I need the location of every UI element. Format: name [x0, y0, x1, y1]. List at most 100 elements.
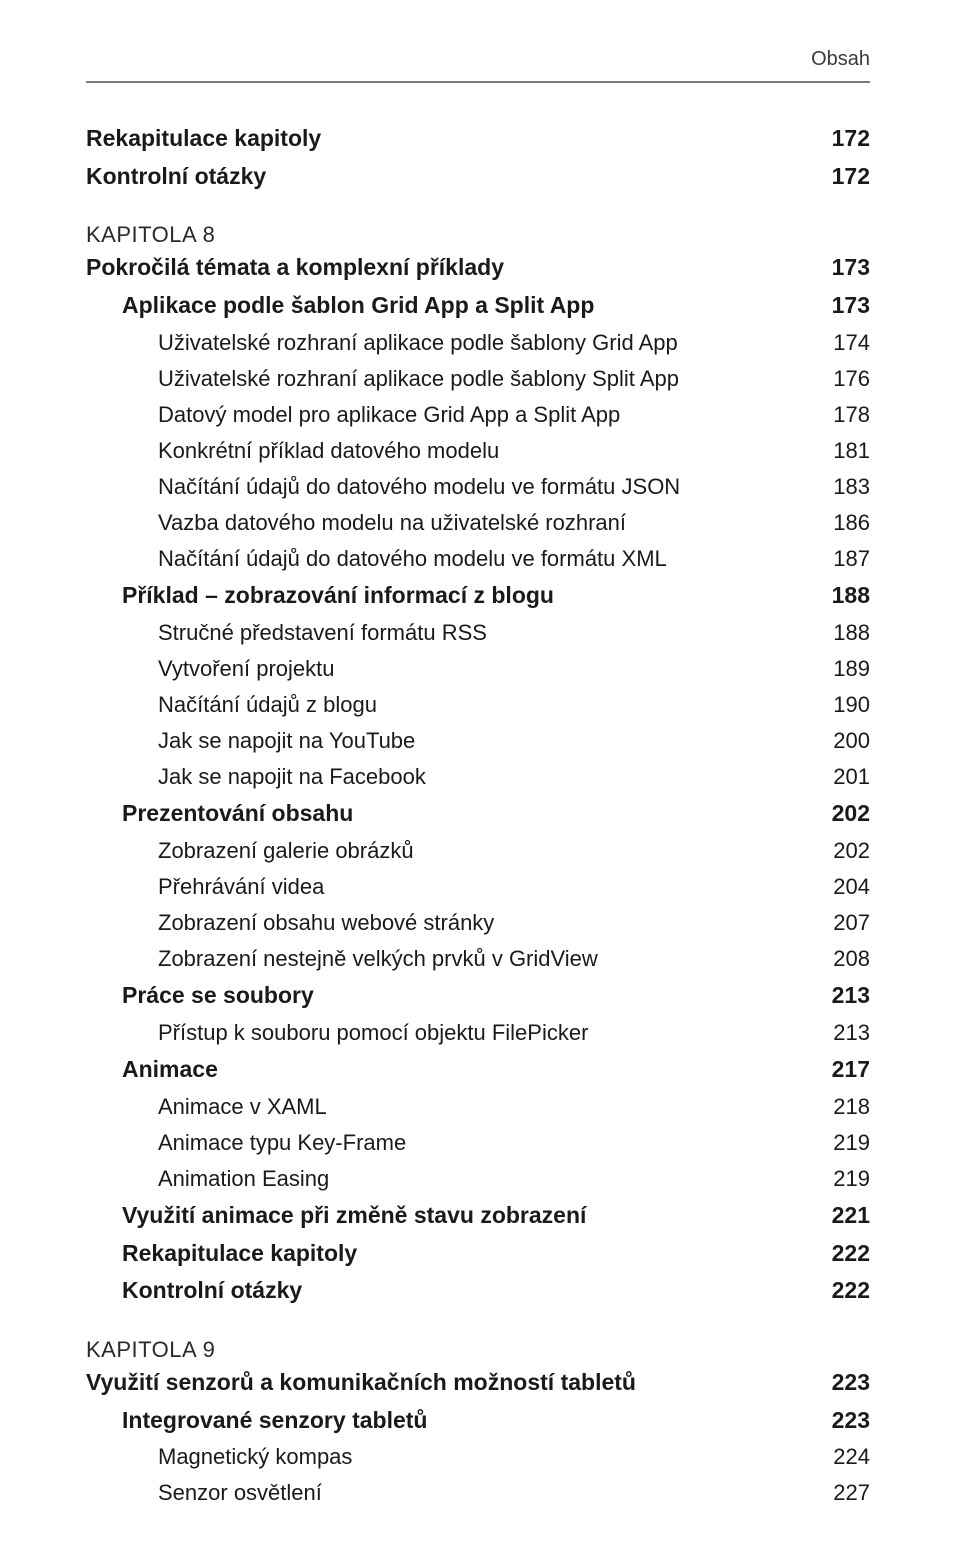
chapter-label: KAPITOLA 9	[86, 1337, 870, 1363]
toc-row: Aplikace podle šablon Grid App a Split A…	[86, 288, 870, 324]
toc-entry-label: Magnetický kompas	[158, 1440, 813, 1474]
toc-row: Senzor osvětlení227	[86, 1476, 870, 1510]
toc-row: Rekapitulace kapitoly172	[86, 121, 870, 157]
toc-entry-label: Stručné představení formátu RSS	[158, 616, 813, 650]
toc-entry-page: 221	[812, 1198, 870, 1234]
toc-row: Přehrávání videa204	[86, 870, 870, 904]
toc-entry-page: 187	[813, 542, 870, 576]
toc-entry-label: Senzor osvětlení	[158, 1476, 813, 1510]
toc-entry-page: 190	[813, 688, 870, 722]
toc-row: Uživatelské rozhraní aplikace podle šabl…	[86, 362, 870, 396]
toc-row: Vazba datového modelu na uživatelské roz…	[86, 506, 870, 540]
toc-row: Vytvoření projektu189	[86, 652, 870, 686]
toc-entry-page: 183	[813, 470, 870, 504]
toc-row: Využití animace při změně stavu zobrazen…	[86, 1198, 870, 1234]
toc-entry-page: 218	[813, 1090, 870, 1124]
toc-row: Stručné představení formátu RSS188	[86, 616, 870, 650]
header-title: Obsah	[811, 48, 870, 70]
toc-entry-page: 208	[813, 942, 870, 976]
toc-entry-label: Datový model pro aplikace Grid App a Spl…	[158, 398, 813, 432]
toc-entry-page: 204	[813, 870, 870, 904]
toc-row: Animation Easing219	[86, 1162, 870, 1196]
toc-row: Konkrétní příklad datového modelu181	[86, 434, 870, 468]
toc-entry-label: Konkrétní příklad datového modelu	[158, 434, 813, 468]
toc-entry-label: Práce se soubory	[122, 978, 812, 1014]
toc-row: Načítání údajů z blogu190	[86, 688, 870, 722]
toc-entry-page: 219	[813, 1162, 870, 1196]
toc-entry-page: 213	[812, 978, 870, 1014]
toc-entry-label: Jak se napojit na YouTube	[158, 724, 813, 758]
toc-entry-page: 223	[812, 1365, 870, 1401]
toc-entry-label: Načítání údajů do datového modelu ve for…	[158, 542, 813, 576]
toc-entry-page: 222	[812, 1273, 870, 1309]
toc-entry-label: Načítání údajů do datového modelu ve for…	[158, 470, 813, 504]
toc-entry-label: Kontrolní otázky	[122, 1273, 812, 1309]
toc-entry-page: 189	[813, 652, 870, 686]
toc-entry-page: 173	[812, 250, 870, 286]
toc-entry-page: 172	[812, 121, 870, 157]
toc-entry-label: Zobrazení obsahu webové stránky	[158, 906, 813, 940]
toc-row: Integrované senzory tabletů223	[86, 1403, 870, 1439]
toc-entry-label: Přehrávání videa	[158, 870, 813, 904]
toc-row: Přístup k souboru pomocí objektu FilePic…	[86, 1016, 870, 1050]
toc-entry-page: 222	[812, 1236, 870, 1272]
toc-entry-label: Zobrazení galerie obrázků	[158, 834, 813, 868]
toc-entry-label: Pokročilá témata a komplexní příklady	[86, 250, 812, 286]
page-header: Obsah	[86, 48, 870, 71]
toc-entry-label: Jak se napojit na Facebook	[158, 760, 813, 794]
chapter-label: KAPITOLA 8	[86, 222, 870, 248]
toc-row: Zobrazení galerie obrázků202	[86, 834, 870, 868]
toc-entry-page: 202	[813, 834, 870, 868]
toc-row: Rekapitulace kapitoly222	[86, 1236, 870, 1272]
toc-entry-page: 213	[813, 1016, 870, 1050]
toc-entry-label: Vazba datového modelu na uživatelské roz…	[158, 506, 813, 540]
toc-row: Animace v XAML218	[86, 1090, 870, 1124]
toc-row: Pokročilá témata a komplexní příklady173	[86, 250, 870, 286]
toc-entry-label: Vytvoření projektu	[158, 652, 813, 686]
toc-entry-label: Uživatelské rozhraní aplikace podle šabl…	[158, 326, 813, 360]
toc-row: Prezentování obsahu202	[86, 796, 870, 832]
toc-row: Jak se napojit na YouTube200	[86, 724, 870, 758]
toc-row: Načítání údajů do datového modelu ve for…	[86, 470, 870, 504]
toc-row: Zobrazení obsahu webové stránky207	[86, 906, 870, 940]
toc-row: Kontrolní otázky222	[86, 1273, 870, 1309]
toc-entry-label: Prezentování obsahu	[122, 796, 812, 832]
toc-row: Využití senzorů a komunikačních možností…	[86, 1365, 870, 1401]
toc-entry-label: Integrované senzory tabletů	[122, 1403, 812, 1439]
toc-row: Příklad – zobrazování informací z blogu1…	[86, 578, 870, 614]
toc-entry-page: 186	[813, 506, 870, 540]
toc-entry-page: 181	[813, 434, 870, 468]
toc-row: Práce se soubory213	[86, 978, 870, 1014]
toc-entry-page: 224	[813, 1440, 870, 1474]
toc-row: Datový model pro aplikace Grid App a Spl…	[86, 398, 870, 432]
toc-entry-label: Přístup k souboru pomocí objektu FilePic…	[158, 1016, 813, 1050]
toc-entry-page: 174	[813, 326, 870, 360]
toc-entry-page: 207	[813, 906, 870, 940]
toc-entry-page: 188	[813, 616, 870, 650]
toc-entry-page: 176	[813, 362, 870, 396]
toc-entry-label: Animace	[122, 1052, 812, 1088]
toc-entry-label: Aplikace podle šablon Grid App a Split A…	[122, 288, 812, 324]
toc-entry-label: Načítání údajů z blogu	[158, 688, 813, 722]
toc-row: Animace217	[86, 1052, 870, 1088]
toc-entry-page: 188	[812, 578, 870, 614]
toc-entry-page: 200	[813, 724, 870, 758]
toc-entry-label: Příklad – zobrazování informací z blogu	[122, 578, 812, 614]
toc-entry-label: Animation Easing	[158, 1162, 813, 1196]
toc-entry-page: 217	[812, 1052, 870, 1088]
toc-entry-page: 219	[813, 1126, 870, 1160]
toc-row: Animace typu Key-Frame219	[86, 1126, 870, 1160]
toc-entry-label: Animace v XAML	[158, 1090, 813, 1124]
toc-entry-page: 227	[813, 1476, 870, 1510]
toc-list: Rekapitulace kapitoly172Kontrolní otázky…	[86, 121, 870, 1510]
toc-row: Uživatelské rozhraní aplikace podle šabl…	[86, 326, 870, 360]
toc-entry-label: Uživatelské rozhraní aplikace podle šabl…	[158, 362, 813, 396]
toc-entry-label: Využití animace při změně stavu zobrazen…	[122, 1198, 812, 1234]
toc-entry-label: Zobrazení nestejně velkých prvků v GridV…	[158, 942, 813, 976]
toc-entry-label: Kontrolní otázky	[86, 159, 812, 195]
toc-row: Magnetický kompas224	[86, 1440, 870, 1474]
toc-entry-page: 173	[812, 288, 870, 324]
toc-page: Obsah Rekapitulace kapitoly172Kontrolní …	[0, 0, 960, 1560]
header-rule	[86, 81, 870, 83]
toc-entry-label: Rekapitulace kapitoly	[122, 1236, 812, 1272]
